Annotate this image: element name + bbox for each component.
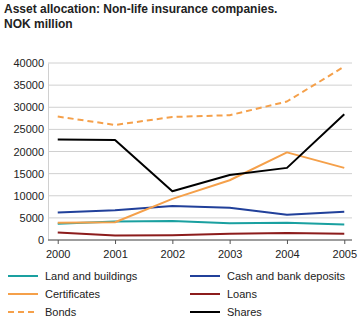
plot-area: [58, 67, 345, 236]
y-axis: 0 5000 10000 15000 20000 25000 30000 35000 40000: [13, 57, 48, 246]
legend-item: Shares: [190, 306, 262, 318]
y-tick-label: 40000: [13, 57, 44, 69]
series-line: [58, 152, 345, 222]
legend-item: Cash and bank deposits: [190, 270, 346, 282]
x-tick: 2004: [275, 240, 299, 260]
series-line: [58, 232, 345, 235]
grid-line: [48, 240, 352, 241]
x-axis: 2000 2001 2002 2003 2004 2005: [46, 240, 357, 260]
legend-item: Loans: [190, 288, 257, 300]
legend: Land and buildings Cash and bank deposits…: [8, 270, 346, 318]
legend-item: Land and buildings: [8, 270, 138, 282]
y-tick-label: 5000: [20, 212, 44, 224]
x-tick: 2000: [46, 240, 70, 260]
x-tick: 2005: [333, 240, 357, 260]
grid: [48, 63, 352, 240]
x-tick-mark: [344, 240, 345, 244]
series-line: [58, 206, 345, 215]
legend-swatch: [190, 275, 220, 277]
y-axis-line: [48, 64, 49, 241]
legend-label: Certificates: [45, 288, 101, 300]
x-tick-mark: [230, 240, 231, 244]
grid-line: [48, 107, 352, 108]
grid-line: [48, 63, 352, 64]
grid-line: [48, 85, 352, 86]
grid-line: [48, 129, 352, 130]
series-line: [58, 67, 345, 125]
legend-item: Bonds: [8, 306, 77, 318]
legend-swatch: [8, 311, 38, 313]
grid-line: [48, 151, 352, 152]
y-tick-label: 10000: [13, 190, 44, 202]
title: Asset allocation: Non-life insurance com…: [4, 2, 277, 16]
legend-item: Certificates: [8, 288, 101, 300]
x-tick-mark: [172, 240, 173, 244]
x-tick: 2001: [103, 240, 127, 260]
y-tick: 0: [38, 234, 48, 246]
chart: Asset allocation: Non-life insurance com…: [0, 0, 362, 331]
legend-swatch: [190, 311, 220, 313]
x-tick-label: 2000: [46, 248, 70, 260]
y-tick-label: 35000: [13, 79, 44, 91]
legend-swatch: [8, 293, 38, 295]
y-tick: 15000: [13, 168, 48, 180]
x-tick: 2003: [218, 240, 242, 260]
legend-label: Cash and bank deposits: [227, 270, 346, 282]
legend-swatch: [190, 293, 220, 295]
x-tick-mark: [115, 240, 116, 244]
y-tick: 25000: [13, 123, 48, 135]
x-tick-label: 2002: [161, 248, 185, 260]
y-tick-label: 25000: [13, 123, 44, 135]
legend-swatch: [8, 275, 38, 277]
grid-line: [48, 195, 352, 196]
x-tick-label: 2004: [275, 248, 299, 260]
y-tick: 35000: [13, 79, 48, 91]
x-tick-mark: [58, 240, 59, 244]
subtitle: NOK million: [4, 17, 73, 31]
y-tick: 40000: [13, 57, 48, 69]
y-tick: 30000: [13, 101, 48, 113]
y-tick-label: 0: [38, 234, 44, 246]
grid-line: [48, 217, 352, 218]
y-tick: 20000: [13, 146, 48, 158]
legend-label: Land and buildings: [45, 270, 138, 282]
x-tick: 2002: [161, 240, 185, 260]
x-tick-label: 2001: [103, 248, 127, 260]
x-tick-label: 2003: [218, 248, 242, 260]
x-tick-label: 2005: [333, 248, 357, 260]
series-line: [58, 114, 345, 191]
legend-label: Loans: [227, 288, 257, 300]
x-axis-line: [48, 240, 352, 241]
y-tick-label: 15000: [13, 168, 44, 180]
y-tick: 10000: [13, 190, 48, 202]
y-tick-label: 30000: [13, 101, 44, 113]
legend-label: Bonds: [45, 306, 77, 318]
y-tick: 5000: [20, 212, 48, 224]
legend-label: Shares: [227, 306, 262, 318]
grid-line: [48, 173, 352, 174]
x-tick-mark: [287, 240, 288, 244]
y-tick-label: 20000: [13, 146, 44, 158]
